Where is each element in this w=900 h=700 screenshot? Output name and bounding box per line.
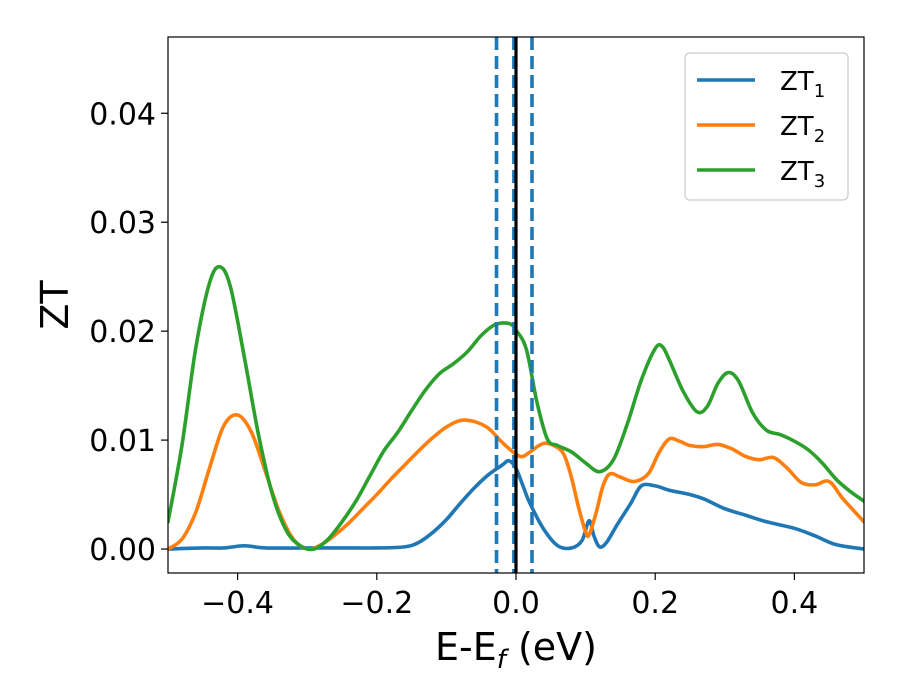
x-axis-ticks: −0.4 −0.2 0.0 0.2 0.4: [201, 573, 818, 621]
x-tick-label: 0.0: [492, 586, 540, 621]
legend-label-zt1: ZT1: [780, 67, 825, 102]
series-line-zt1: [168, 458, 864, 551]
x-tick-label: −0.4: [201, 586, 274, 621]
y-tick-label: 0.03: [89, 206, 156, 241]
legend-label-zt2: ZT2: [780, 112, 825, 147]
vline-layer: [494, 37, 534, 573]
plot-area: [168, 37, 864, 573]
legend-box: [684, 52, 849, 201]
series-line-zt3: [168, 264, 864, 552]
y-tick-label: 0.01: [89, 424, 156, 459]
x-tick-label: 0.4: [771, 586, 819, 621]
x-axis-title: E-Ef (eV): [435, 625, 597, 675]
legend: ZT1 ZT2 ZT3: [684, 52, 849, 201]
y-axis-title: ZT: [33, 280, 77, 330]
x-tick-label: −0.2: [340, 586, 413, 621]
y-tick-label: 0.00: [89, 533, 156, 568]
x-axis-title-suffix: (eV): [506, 625, 597, 669]
y-axis-ticks: 0.00 0.01 0.02 0.03 0.04: [89, 97, 168, 568]
y-tick-label: 0.02: [89, 315, 156, 350]
y-tick-label: 0.04: [89, 97, 156, 132]
x-tick-label: 0.2: [631, 586, 679, 621]
x-axis-title-base: E-E: [435, 625, 497, 669]
legend-label-zt3: ZT3: [780, 157, 825, 192]
series-layer: [168, 264, 864, 552]
